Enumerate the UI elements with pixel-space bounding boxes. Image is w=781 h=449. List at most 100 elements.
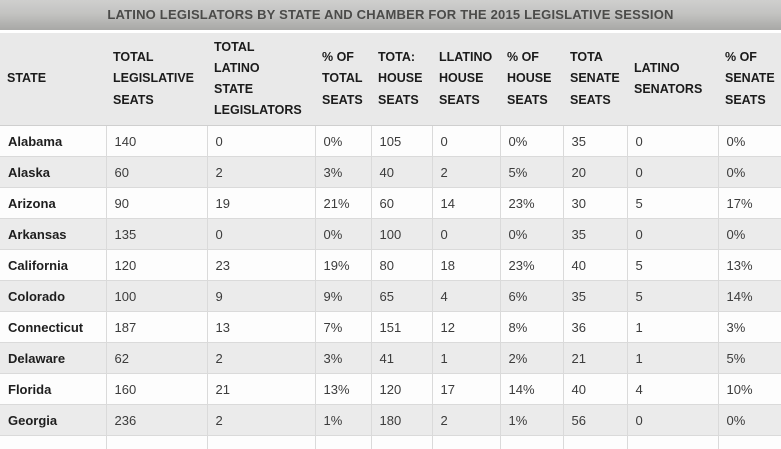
data-cell: 56 [562, 404, 627, 436]
data-cell: 12 [431, 311, 500, 343]
data-cell: 0% [499, 125, 563, 157]
table-row-arizona: Arizona 90 19 21% 60 14 23% 30 5 17% [0, 187, 781, 219]
data-cell: 60 [105, 156, 207, 188]
table-row-alabama: Alabama 140 0 0% 105 0 0% 35 0 0% [0, 125, 781, 157]
col-header-pct-house-seats: % OF HOUSE SEATS [500, 33, 563, 126]
data-cell: 105 [370, 125, 432, 157]
data-cell: 21 [562, 342, 627, 374]
data-cell: 17 [431, 373, 500, 405]
data-cell: 14% [499, 373, 563, 405]
data-cell: 0 [206, 125, 315, 157]
data-cell: 13 [206, 311, 315, 343]
data-cell: 35 [562, 280, 627, 312]
col-header-total-house-seats: TOTA: HOUSE SEATS [371, 33, 432, 126]
data-cell: 35 [562, 125, 627, 157]
data-cell: 35 [562, 218, 627, 250]
data-cell: 40 [562, 373, 627, 405]
data-cell: 23% [499, 187, 563, 219]
col-header-total-latino-state-legislators: TOTAL LATINO STATE LEGISLATORS [207, 33, 315, 126]
state-cell: Florida [0, 373, 106, 405]
state-cell [0, 435, 106, 449]
data-cell: 4 [626, 373, 718, 405]
data-cell: 0 [431, 218, 500, 250]
data-cell: 0% [717, 218, 781, 250]
data-cell: 2 [206, 156, 315, 188]
data-cell: 2 [431, 156, 500, 188]
state-cell: Connecticut [0, 311, 106, 343]
data-cell: 80 [370, 249, 432, 281]
col-header-latino-senators: LATINO SENATORS [627, 33, 718, 126]
data-cell: 140 [105, 125, 207, 157]
data-cell: 3% [314, 156, 371, 188]
state-cell: Colorado [0, 280, 106, 312]
data-cell: 5 [626, 280, 718, 312]
data-cell: 2 [431, 404, 500, 436]
data-cell: 1 [626, 311, 718, 343]
data-cell: 23% [499, 249, 563, 281]
state-cell: Georgia [0, 404, 106, 436]
state-cell: California [0, 249, 106, 281]
data-cell: 0 [431, 125, 500, 157]
col-header-pct-total-seats: % OF TOTAL SEATS [315, 33, 371, 126]
data-cell: 9 [206, 280, 315, 312]
col-header-pct-senate-seats: % OF SENATE SEATS [718, 33, 781, 126]
table-row-florida: Florida 160 21 13% 120 17 14% 40 4 10% [0, 373, 781, 405]
table-title: LATINO LEGISLATORS BY STATE AND CHAMBER … [0, 0, 781, 30]
legislators-table: STATE TOTAL LEGISLATIVE SEATS TOTAL LATI… [0, 33, 781, 449]
data-cell [626, 435, 718, 449]
data-cell: 0 [206, 218, 315, 250]
data-cell: 0% [717, 156, 781, 188]
data-cell: 90 [105, 187, 207, 219]
data-cell: 120 [370, 373, 432, 405]
data-cell: 2 [206, 342, 315, 374]
data-cell: 18 [431, 249, 500, 281]
data-cell: 135 [105, 218, 207, 250]
data-cell: 0 [626, 404, 718, 436]
data-cell: 8% [499, 311, 563, 343]
data-cell: 0% [314, 218, 371, 250]
data-cell: 0% [717, 125, 781, 157]
data-cell: 30 [562, 187, 627, 219]
data-cell: 13% [314, 373, 371, 405]
data-cell: 40 [370, 156, 432, 188]
data-cell: 1 [626, 342, 718, 374]
data-cell: 40 [562, 249, 627, 281]
col-header-total-legislative-seats: TOTAL LEGISLATIVE SEATS [106, 33, 207, 126]
data-cell: 0% [717, 404, 781, 436]
data-cell: 60 [370, 187, 432, 219]
data-cell: 2 [206, 404, 315, 436]
data-cell: 20 [562, 156, 627, 188]
col-header-state: STATE [0, 33, 106, 126]
data-cell: 41 [370, 342, 432, 374]
data-cell: 17% [717, 187, 781, 219]
data-cell: 7% [314, 311, 371, 343]
data-cell: 187 [105, 311, 207, 343]
data-cell: 3% [314, 342, 371, 374]
table-row-connecticut: Connecticut 187 13 7% 151 12 8% 36 1 3% [0, 311, 781, 343]
data-cell [370, 435, 432, 449]
data-cell: 100 [105, 280, 207, 312]
data-cell: 151 [370, 311, 432, 343]
data-cell: 180 [370, 404, 432, 436]
data-cell: 19% [314, 249, 371, 281]
state-cell: Arkansas [0, 218, 106, 250]
data-cell: 4 [431, 280, 500, 312]
state-cell: Alabama [0, 125, 106, 157]
data-cell: 5% [499, 156, 563, 188]
data-cell: 0 [626, 218, 718, 250]
data-cell [499, 435, 563, 449]
data-cell [105, 435, 207, 449]
table-row-georgia: Georgia 236 2 1% 180 2 1% 56 0 0% [0, 404, 781, 436]
data-cell: 100 [370, 218, 432, 250]
data-cell [206, 435, 315, 449]
data-cell: 9% [314, 280, 371, 312]
data-cell: 120 [105, 249, 207, 281]
data-cell: 5 [626, 249, 718, 281]
table-row-delaware: Delaware 62 2 3% 41 1 2% 21 1 5% [0, 342, 781, 374]
data-cell [431, 435, 500, 449]
data-cell: 14% [717, 280, 781, 312]
data-cell: 21 [206, 373, 315, 405]
table-row-california: California 120 23 19% 80 18 23% 40 5 13% [0, 249, 781, 281]
col-header-latino-house-seats: LLATINO HOUSE SEATS [432, 33, 500, 126]
